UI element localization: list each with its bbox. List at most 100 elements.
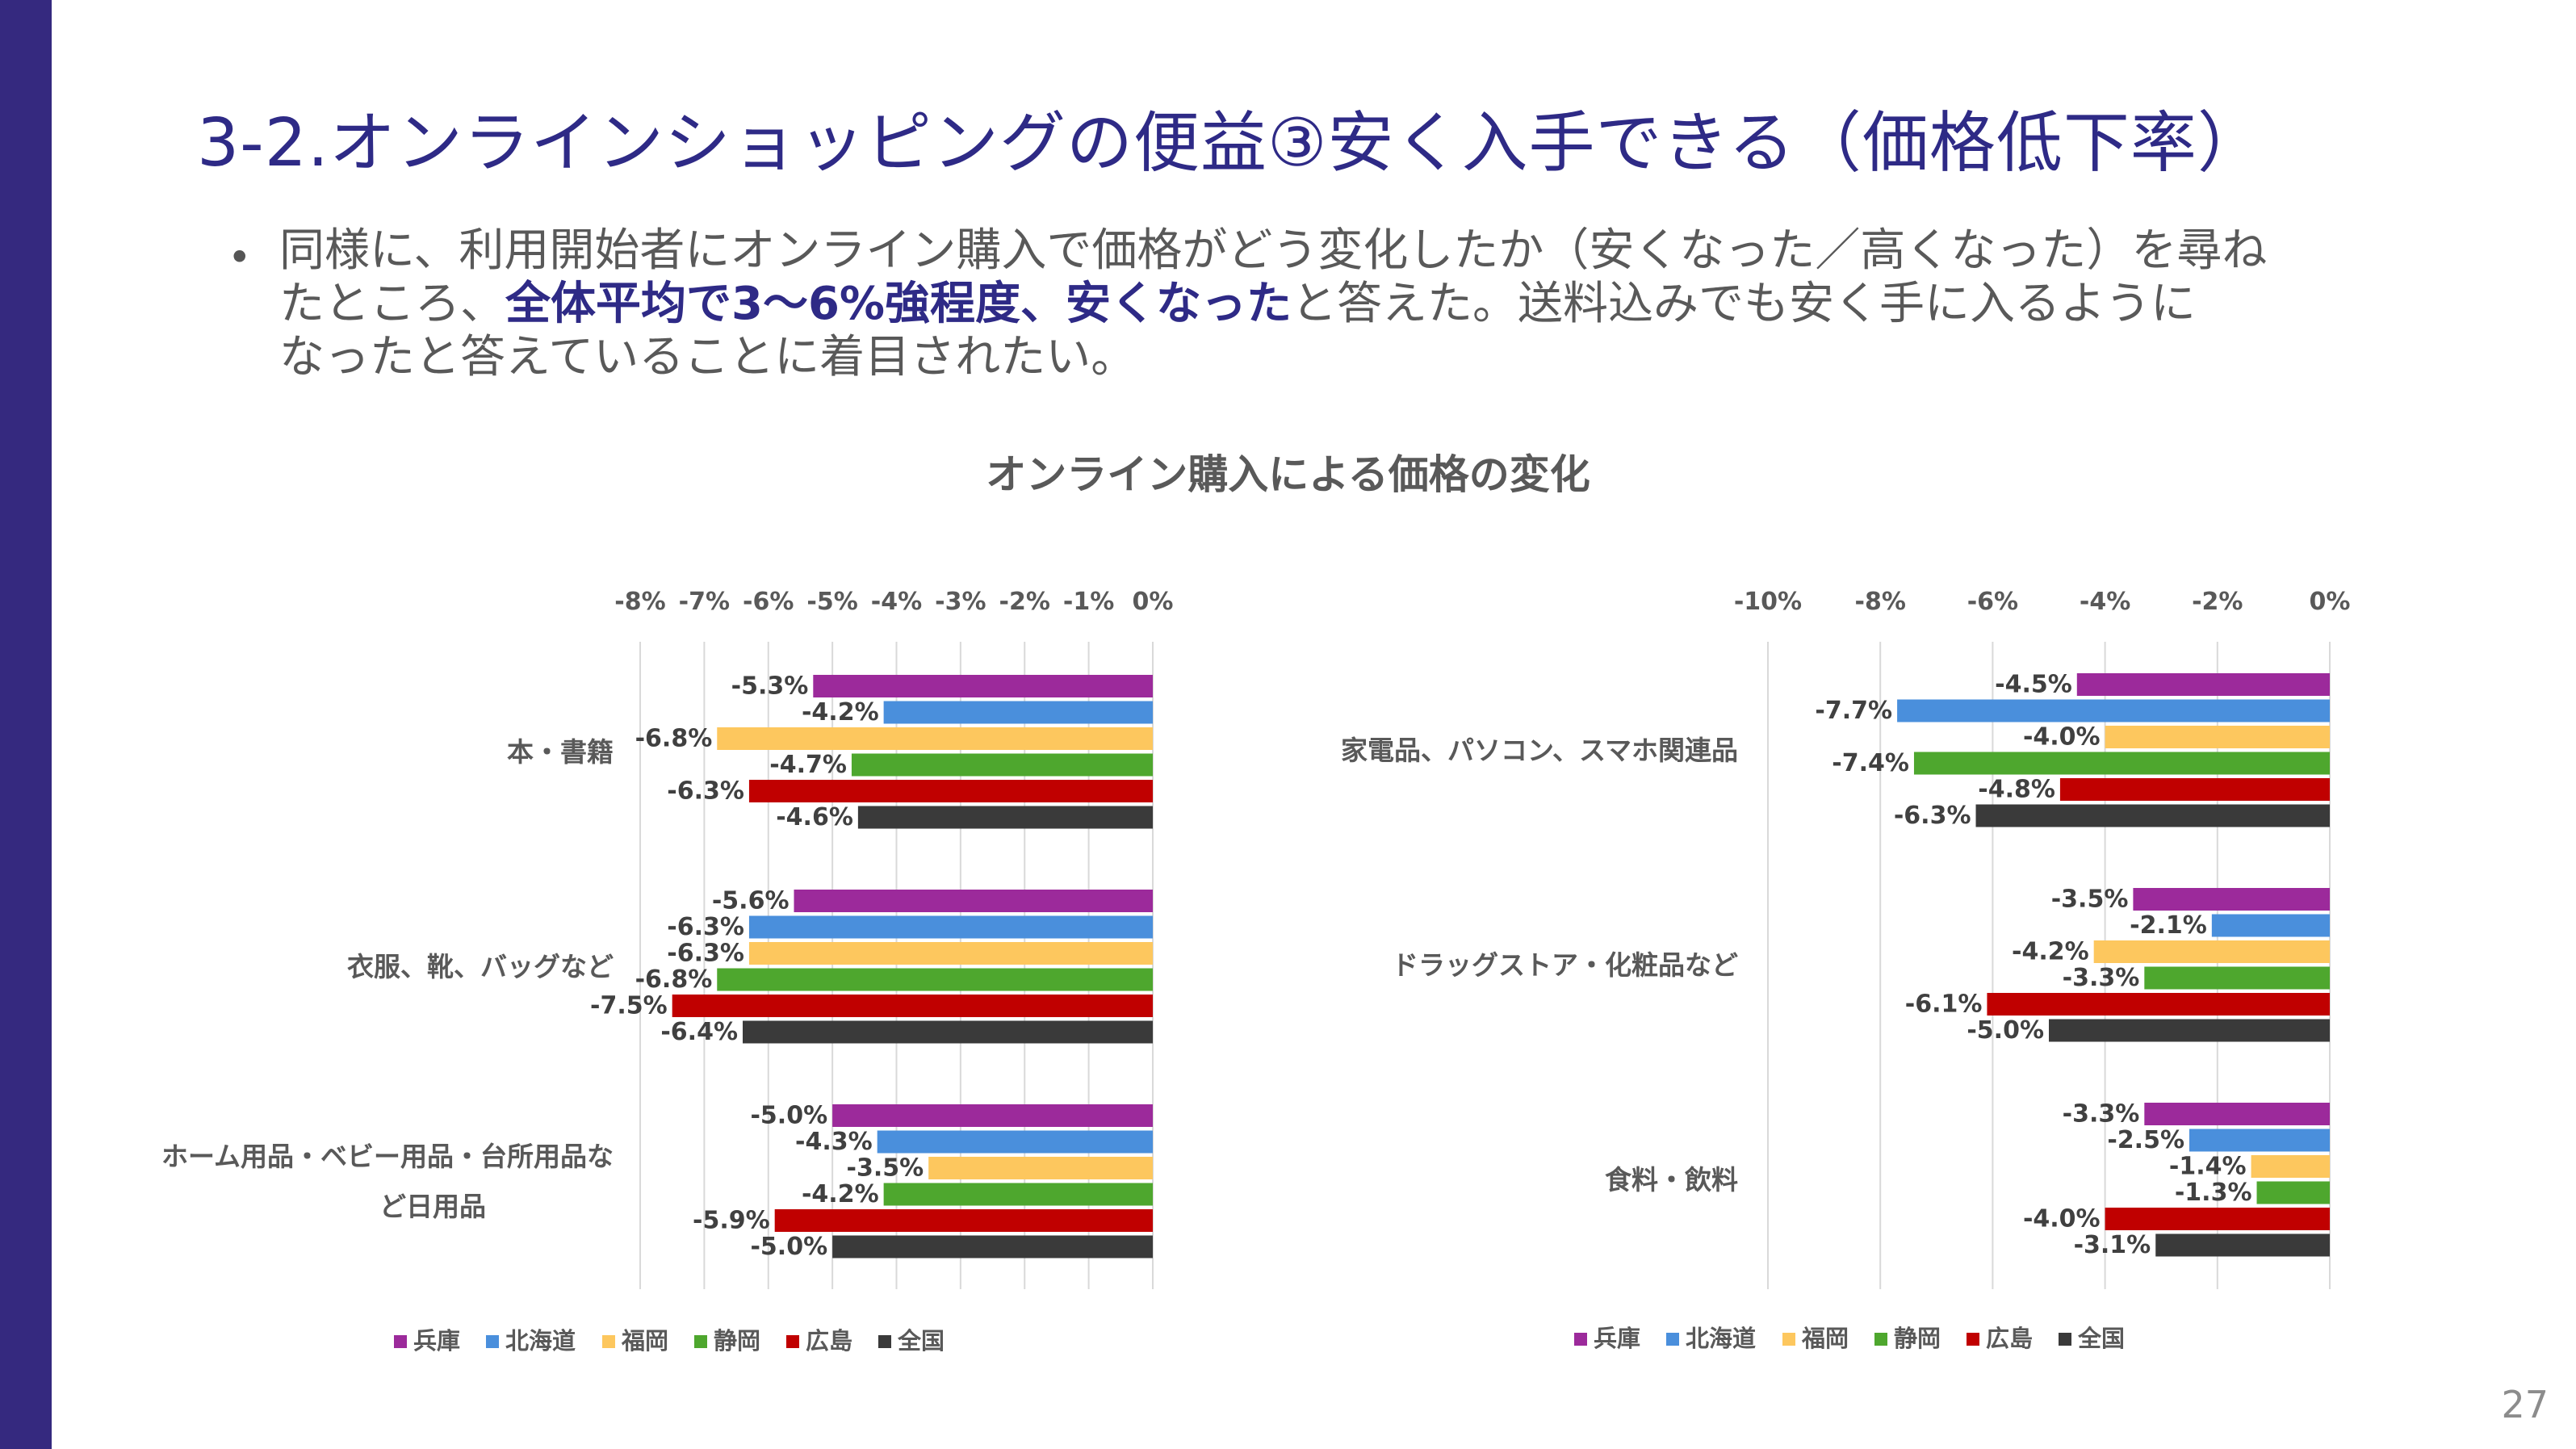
- slide-title: 3-2.オンラインショッピングの便益③安く入手できる（価格低下率）: [197, 105, 2264, 182]
- page-number: 27: [2501, 1383, 2549, 1426]
- bar: [1987, 993, 2330, 1016]
- x-tick-label: -10%: [1734, 588, 1802, 616]
- x-tick-label: -8%: [614, 588, 665, 616]
- bar: [748, 780, 1153, 802]
- data-label: -5.0%: [750, 1102, 827, 1130]
- legend-swatch: [1874, 1333, 1887, 1346]
- bar: [2105, 726, 2330, 748]
- data-label: -1.4%: [2169, 1153, 2247, 1181]
- data-label: -3.1%: [2074, 1231, 2151, 1259]
- legend-label: 静岡: [1894, 1325, 1941, 1352]
- bar: [2133, 888, 2330, 911]
- data-label: -4.7%: [769, 751, 847, 779]
- category-label: 衣服、靴、バッグなど: [347, 951, 614, 982]
- bar: [2105, 1208, 2330, 1230]
- bar: [832, 1104, 1153, 1127]
- bar: [1913, 752, 2330, 775]
- legend-label: 兵庫: [413, 1327, 460, 1355]
- data-label: -5.9%: [693, 1207, 770, 1235]
- x-tick-label: -7%: [679, 588, 730, 616]
- x-tick-label: -4%: [2080, 588, 2130, 616]
- data-label: -3.5%: [847, 1154, 924, 1183]
- legend-swatch: [786, 1335, 799, 1348]
- left-accent-bar: [0, 0, 52, 1449]
- bar: [717, 968, 1153, 991]
- bullet-line-1: 同様に、利用開始者にオンライン購入で価格がどう変化したか（安くなった／高くなった…: [279, 224, 2268, 277]
- x-tick-label: -8%: [1855, 588, 1906, 616]
- bar: [2211, 914, 2330, 937]
- bar: [813, 675, 1153, 697]
- bar: [2256, 1181, 2330, 1204]
- data-label: -7.7%: [1815, 697, 1892, 725]
- category-label: 家電品、パソコン、スマホ関連品: [1341, 735, 1738, 766]
- x-tick-label: -2%: [2192, 588, 2243, 616]
- bar: [877, 1130, 1153, 1154]
- bar: [2189, 1129, 2330, 1152]
- bar: [748, 915, 1153, 939]
- category-label: 本・書籍: [507, 736, 614, 768]
- legend-swatch: [1967, 1333, 1979, 1346]
- x-tick-label: -2%: [999, 588, 1050, 616]
- data-label: -4.0%: [2023, 723, 2101, 752]
- bar: [883, 701, 1153, 724]
- legend-swatch: [394, 1335, 407, 1348]
- legend-swatch: [486, 1335, 499, 1348]
- data-label: -6.8%: [635, 965, 713, 994]
- category-label: ど日用品: [379, 1191, 486, 1222]
- bar: [883, 1183, 1153, 1206]
- legend-swatch: [1574, 1333, 1587, 1346]
- bar: [857, 806, 1153, 829]
- data-label: -5.0%: [1967, 1016, 2044, 1045]
- bar: [851, 753, 1153, 777]
- bullet-dot: •: [228, 234, 252, 281]
- bar: [2059, 778, 2330, 801]
- bar: [774, 1209, 1153, 1232]
- bullet-line-3: なったと答えていることに着目されたい。: [279, 331, 1137, 383]
- legend-label: 広島: [1986, 1325, 2033, 1352]
- legend-swatch: [1782, 1333, 1795, 1346]
- data-label: -4.0%: [2023, 1205, 2101, 1233]
- data-label: -7.4%: [1832, 749, 1909, 777]
- legend-label: 北海道: [505, 1327, 576, 1355]
- bar: [2144, 1103, 2330, 1125]
- data-label: -5.6%: [712, 887, 790, 915]
- x-tick-label: -6%: [1967, 588, 2018, 616]
- category-label: 食料・飲料: [1605, 1164, 1738, 1196]
- bar: [2049, 1019, 2330, 1042]
- data-label: -1.3%: [2175, 1179, 2252, 1207]
- data-label: -6.3%: [667, 913, 744, 941]
- bar: [672, 995, 1153, 1017]
- data-label: -6.3%: [1894, 802, 1971, 830]
- legend-swatch: [878, 1335, 891, 1348]
- legend-label: 北海道: [1686, 1325, 1756, 1352]
- data-label: -4.6%: [776, 803, 853, 831]
- legend-swatch: [1666, 1333, 1679, 1346]
- data-label: -4.5%: [1995, 671, 2072, 699]
- bullet-text: 同様に、利用開始者にオンライン購入で価格がどう変化したか（安くなった／高くなった…: [279, 224, 2459, 384]
- chart-title: オンライン購入による価格の変化: [986, 451, 1590, 498]
- data-label: -7.5%: [590, 992, 668, 1020]
- bar: [832, 1235, 1153, 1258]
- legend-label: 全国: [2077, 1325, 2125, 1352]
- legend-label: 全国: [897, 1327, 945, 1355]
- data-label: -5.0%: [750, 1233, 827, 1261]
- x-tick-label: -6%: [743, 588, 794, 616]
- legend-swatch: [602, 1335, 615, 1348]
- legend-label: 広島: [806, 1327, 852, 1355]
- data-label: -2.5%: [2107, 1126, 2184, 1154]
- x-tick-label: 0%: [2310, 588, 2351, 616]
- bullet-line-2-pre: たところ、: [279, 278, 505, 330]
- bar: [748, 942, 1153, 965]
- legend-label: 福岡: [1801, 1325, 1849, 1352]
- data-label: -5.3%: [731, 672, 809, 701]
- data-label: -4.2%: [802, 698, 879, 727]
- bar: [717, 727, 1153, 750]
- data-label: -3.5%: [2051, 886, 2129, 914]
- bullet-line-2-post: と答えた。送料込みでも安く手に入るように: [1292, 278, 2197, 330]
- data-label: -4.2%: [2012, 938, 2089, 966]
- data-label: -3.3%: [2063, 964, 2140, 992]
- bar: [794, 890, 1153, 912]
- x-tick-label: -1%: [1063, 588, 1114, 616]
- bar: [1897, 699, 2330, 722]
- data-label: -4.8%: [1978, 776, 2055, 804]
